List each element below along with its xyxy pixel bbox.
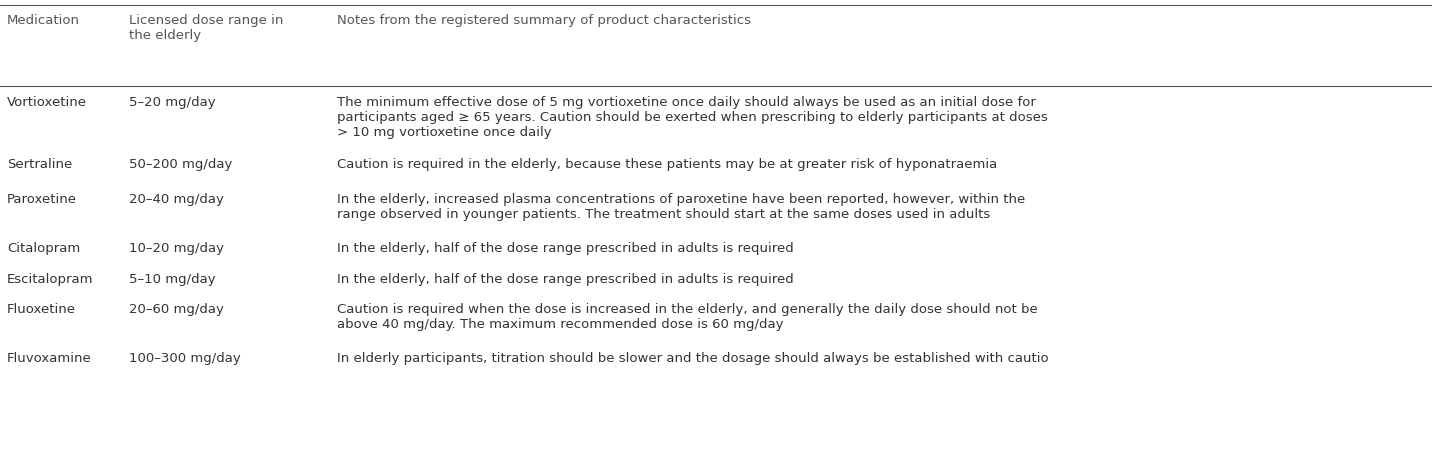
Text: In the elderly, half of the dose range prescribed in adults is required: In the elderly, half of the dose range p…: [337, 242, 793, 255]
Text: In the elderly, increased plasma concentrations of paroxetine have been reported: In the elderly, increased plasma concent…: [337, 193, 1025, 221]
Text: Medication: Medication: [7, 14, 80, 27]
Text: Fluvoxamine: Fluvoxamine: [7, 352, 92, 365]
Text: In elderly participants, titration should be slower and the dosage should always: In elderly participants, titration shoul…: [337, 352, 1048, 365]
Text: 20–60 mg/day: 20–60 mg/day: [129, 303, 223, 316]
Text: The minimum effective dose of 5 mg vortioxetine once daily should always be used: The minimum effective dose of 5 mg vorti…: [337, 96, 1047, 138]
Text: Sertraline: Sertraline: [7, 158, 73, 171]
Text: 5–20 mg/day: 5–20 mg/day: [129, 96, 215, 109]
Text: Notes from the registered summary of product characteristics: Notes from the registered summary of pro…: [337, 14, 750, 27]
Text: 5–10 mg/day: 5–10 mg/day: [129, 273, 215, 286]
Text: Paroxetine: Paroxetine: [7, 193, 77, 206]
Text: 10–20 mg/day: 10–20 mg/day: [129, 242, 223, 255]
Text: Citalopram: Citalopram: [7, 242, 80, 255]
Text: 20–40 mg/day: 20–40 mg/day: [129, 193, 223, 206]
Text: Escitalopram: Escitalopram: [7, 273, 93, 286]
Text: Fluoxetine: Fluoxetine: [7, 303, 76, 316]
Text: 100–300 mg/day: 100–300 mg/day: [129, 352, 241, 365]
Text: 50–200 mg/day: 50–200 mg/day: [129, 158, 232, 171]
Text: In the elderly, half of the dose range prescribed in adults is required: In the elderly, half of the dose range p…: [337, 273, 793, 286]
Text: Licensed dose range in
the elderly: Licensed dose range in the elderly: [129, 14, 284, 42]
Text: Caution is required in the elderly, because these patients may be at greater ris: Caution is required in the elderly, beca…: [337, 158, 997, 171]
Text: Vortioxetine: Vortioxetine: [7, 96, 87, 109]
Text: Caution is required when the dose is increased in the elderly, and generally the: Caution is required when the dose is inc…: [337, 303, 1037, 331]
